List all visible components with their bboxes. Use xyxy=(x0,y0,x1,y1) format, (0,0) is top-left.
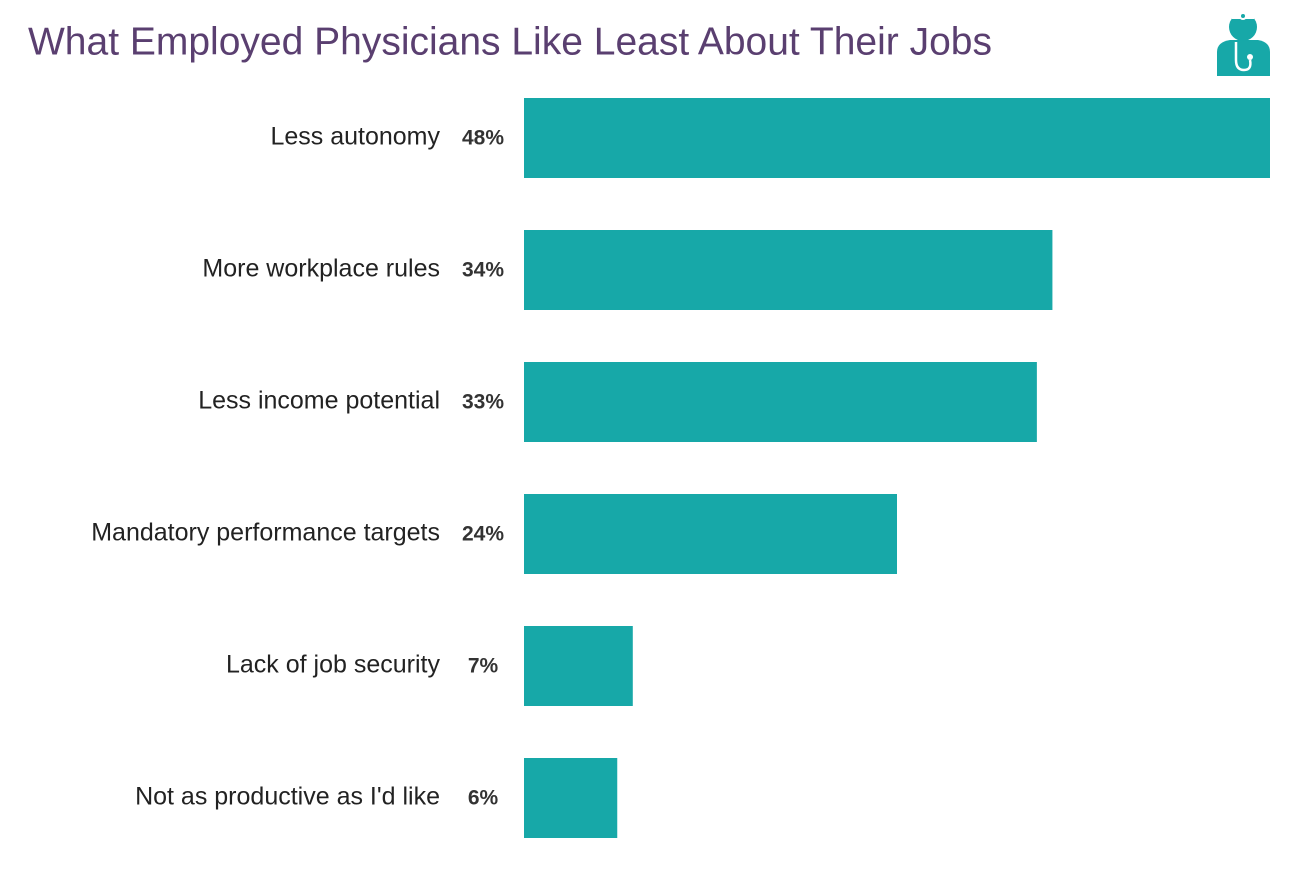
bar xyxy=(524,98,1270,178)
bar xyxy=(524,362,1037,442)
bar xyxy=(524,758,618,838)
bar xyxy=(524,494,897,574)
doctor-icon xyxy=(1217,12,1270,76)
category-label: Lack of job security xyxy=(226,651,440,679)
category-label: Less income potential xyxy=(198,387,440,415)
bar xyxy=(524,230,1053,310)
value-label: 48% xyxy=(462,127,504,150)
value-label: 24% xyxy=(462,523,504,546)
chart-title: What Employed Physicians Like Least Abou… xyxy=(28,20,992,63)
category-label: Not as productive as I'd like xyxy=(135,783,440,811)
category-label: More workplace rules xyxy=(202,255,440,283)
value-label: 6% xyxy=(468,787,499,810)
bar xyxy=(524,626,633,706)
value-label: 33% xyxy=(462,391,504,414)
category-label: Mandatory performance targets xyxy=(91,519,440,547)
value-label: 34% xyxy=(462,259,504,282)
category-label: Less autonomy xyxy=(270,123,440,151)
value-label: 7% xyxy=(468,655,499,678)
